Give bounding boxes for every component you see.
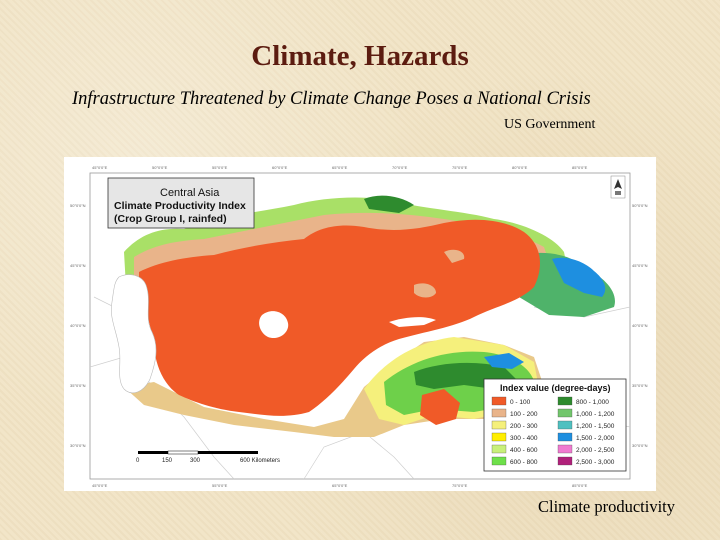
legend-label: 600 - 800 — [510, 459, 538, 466]
map-title-box: Central Asia Climate Productivity Index … — [107, 177, 255, 229]
legend-swatch — [491, 408, 507, 418]
svg-text:45°0'0"E: 45°0'0"E — [92, 483, 108, 488]
legend-swatch — [491, 444, 507, 454]
scale-bar: 0 150 300 600 Kilometers — [136, 450, 280, 464]
svg-text:45°0'0"N: 45°0'0"N — [70, 263, 86, 268]
legend-swatch — [557, 408, 573, 418]
climate-productivity-map: 45°0'0"E 50°0'0"E 55°0'0"E 60°0'0"E 65°0… — [64, 157, 656, 491]
svg-text:55°0'0"E: 55°0'0"E — [212, 165, 228, 170]
svg-text:30°0'0"N: 30°0'0"N — [70, 443, 86, 448]
legend-swatch — [491, 456, 507, 466]
legend-swatch — [557, 420, 573, 430]
legend-label: 800 - 1,000 — [576, 399, 609, 406]
graticule-labels: 45°0'0"E 50°0'0"E 55°0'0"E 60°0'0"E 65°0… — [70, 165, 648, 488]
svg-text:85°0'0"E: 85°0'0"E — [572, 483, 588, 488]
svg-text:50°0'0"N: 50°0'0"N — [70, 203, 86, 208]
aral-sea — [259, 311, 289, 339]
legend-label: 400 - 600 — [510, 447, 538, 454]
scale-label-0: 0 — [136, 458, 140, 464]
legend-swatch — [557, 456, 573, 466]
tan-patch-1 — [414, 283, 436, 298]
svg-text:45°0'0"N: 45°0'0"N — [632, 263, 648, 268]
scale-label-150: 150 — [162, 458, 173, 464]
scale-label-300: 300 — [190, 458, 201, 464]
legend-label: 1,500 - 2,000 — [576, 435, 615, 442]
map-index-label: Climate Productivity Index — [114, 200, 246, 212]
map-crop-group-label: (Crop Group I, rainfed) — [114, 213, 227, 225]
southern-orange-patch — [420, 389, 460, 425]
svg-text:65°0'0"E: 65°0'0"E — [332, 483, 348, 488]
svg-text:50°0'0"N: 50°0'0"N — [632, 203, 648, 208]
svg-text:40°0'0"N: 40°0'0"N — [632, 323, 648, 328]
legend-label: 300 - 400 — [510, 435, 538, 442]
legend-label: 1,200 - 1,500 — [576, 423, 615, 430]
svg-text:55°0'0"E: 55°0'0"E — [212, 483, 228, 488]
map-legend: Index value (degree-days) 0 - 100 100 - 2… — [483, 378, 627, 472]
legend-label: 0 - 100 — [510, 399, 531, 406]
svg-text:85°0'0"E: 85°0'0"E — [572, 165, 588, 170]
legend-swatch — [557, 432, 573, 442]
svg-text:35°0'0"N: 35°0'0"N — [632, 383, 648, 388]
tan-patch-2 — [444, 249, 465, 263]
svg-text:45°0'0"E: 45°0'0"E — [92, 165, 108, 170]
map-svg: 45°0'0"E 50°0'0"E 55°0'0"E 60°0'0"E 65°0… — [70, 165, 648, 488]
legend-swatch — [491, 420, 507, 430]
svg-text:65°0'0"E: 65°0'0"E — [332, 165, 348, 170]
lake-balkhash — [389, 317, 436, 327]
caspian-sea — [111, 274, 157, 394]
altai-blue-zone — [552, 257, 606, 297]
northern-forest-patch — [364, 195, 414, 213]
low-index-orange-zone — [139, 219, 540, 416]
svg-text:35°0'0"N: 35°0'0"N — [70, 383, 86, 388]
legend-swatch — [557, 444, 573, 454]
svg-text:70°0'0"E: 70°0'0"E — [392, 165, 408, 170]
north-arrow-icon — [610, 175, 626, 199]
svg-text:80°0'0"E: 80°0'0"E — [512, 165, 528, 170]
legend-label: 2,500 - 3,000 — [576, 459, 615, 466]
map-region-label: Central Asia — [160, 187, 220, 199]
legend-swatch — [557, 396, 573, 406]
slide-title: Climate, Hazards — [251, 40, 469, 72]
caption-label: Climate productivity — [538, 497, 676, 516]
svg-text:40°0'0"N: 40°0'0"N — [70, 323, 86, 328]
svg-text:60°0'0"E: 60°0'0"E — [272, 165, 288, 170]
legend-label: 1,000 - 1,200 — [576, 411, 615, 418]
legend-label: 100 - 200 — [510, 411, 538, 418]
legend-swatch — [491, 396, 507, 406]
svg-text:75°0'0"E: 75°0'0"E — [452, 165, 468, 170]
legend-label: 2,000 - 2,500 — [576, 447, 615, 454]
svg-text:50°0'0"E: 50°0'0"E — [152, 165, 168, 170]
legend-label: 200 - 300 — [510, 423, 538, 430]
legend-title: Index value (degree-days) — [500, 383, 611, 393]
source-label: US Government — [504, 117, 596, 132]
svg-text:30°0'0"N: 30°0'0"N — [632, 443, 648, 448]
slide-subtitle: Infrastructure Threatened by Climate Cha… — [72, 89, 591, 109]
tianshan-blue-patch — [484, 353, 524, 369]
scale-label-600: 600 Kilometers — [240, 458, 280, 464]
legend-swatch — [491, 432, 507, 442]
svg-text:75°0'0"E: 75°0'0"E — [452, 483, 468, 488]
